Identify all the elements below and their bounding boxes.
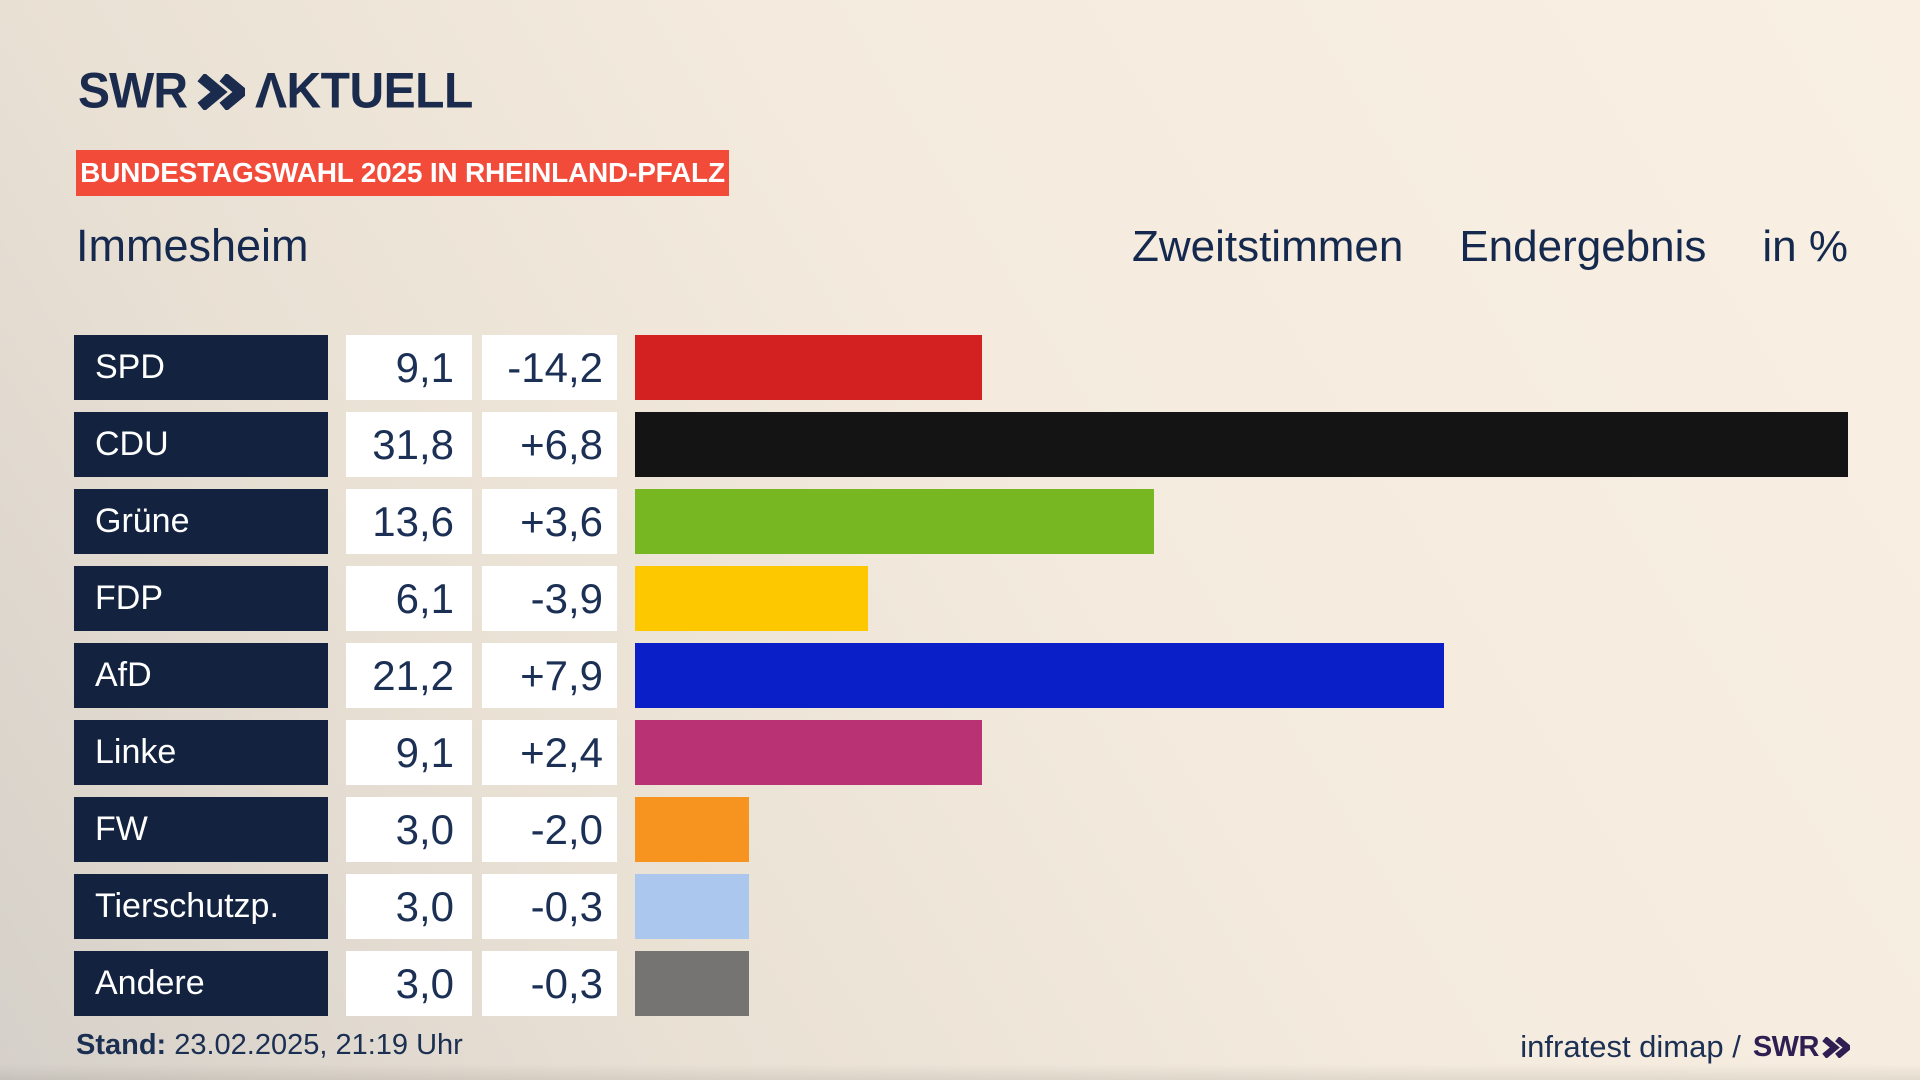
party-label: Grüne — [74, 489, 328, 554]
result-row: Andere 3,0 -0,3 — [74, 951, 1848, 1016]
chart-title: Zweitstimmen Endergebnis in % — [1132, 222, 1848, 272]
result-row: Linke 9,1 +2,4 — [74, 720, 1848, 785]
result-bar — [635, 720, 982, 785]
result-value: 3,0 — [346, 951, 472, 1016]
party-label: FDP — [74, 566, 328, 631]
swr-footer-logo-text: SWR — [1752, 1030, 1820, 1063]
result-row: CDU 31,8 +6,8 — [74, 412, 1848, 477]
result-value: 13,6 — [346, 489, 472, 554]
result-row: SPD 9,1 -14,2 — [74, 335, 1848, 400]
result-row: Tierschutzp. 3,0 -0,3 — [74, 874, 1848, 939]
result-diff: -0,3 — [482, 874, 617, 939]
result-bar — [635, 951, 749, 1016]
aktuell-logo-text: ΛKTUELL — [254, 63, 473, 120]
result-bar — [635, 643, 1444, 708]
result-diff: +3,6 — [482, 489, 617, 554]
swr-logo-text: SWR — [78, 63, 188, 120]
chart-title-zweitstimmen: Zweitstimmen — [1131, 222, 1404, 271]
result-value: 6,1 — [346, 566, 472, 631]
result-diff: -2,0 — [482, 797, 617, 862]
swr-footer-chevrons-icon — [1822, 1036, 1850, 1058]
attribution-line: infratest dimap / SWR — [1520, 1029, 1850, 1065]
result-bar — [635, 412, 1848, 477]
result-row: Grüne 13,6 +3,6 — [74, 489, 1848, 554]
result-row: AfD 21,2 +7,9 — [74, 643, 1848, 708]
stand-value: 23.02.2025, 21:19 Uhr — [174, 1029, 463, 1061]
party-label: Tierschutzp. — [74, 874, 328, 939]
result-value: 3,0 — [346, 874, 472, 939]
party-label: Andere — [74, 951, 328, 1016]
result-bar — [635, 874, 749, 939]
party-label: CDU — [74, 412, 328, 477]
result-value: 9,1 — [346, 335, 472, 400]
result-bar — [635, 489, 1154, 554]
result-diff: -14,2 — [482, 335, 617, 400]
stand-label: Stand: — [76, 1029, 167, 1061]
party-label: SPD — [74, 335, 328, 400]
result-diff: -3,9 — [482, 566, 617, 631]
result-bar — [635, 797, 749, 862]
result-row: FDP 6,1 -3,9 — [74, 566, 1848, 631]
party-label: Linke — [74, 720, 328, 785]
result-diff: +7,9 — [482, 643, 617, 708]
municipality-title: Immesheim — [76, 220, 309, 271]
swr-footer-logo: SWR — [1753, 1031, 1850, 1064]
result-bar — [635, 566, 868, 631]
swr-chevrons-icon — [197, 73, 245, 110]
party-label: AfD — [74, 643, 328, 708]
result-row: FW 3,0 -2,0 — [74, 797, 1848, 862]
attribution-text: infratest dimap / — [1520, 1029, 1741, 1064]
result-value: 21,2 — [346, 643, 472, 708]
result-value: 31,8 — [346, 412, 472, 477]
election-badge: BUNDESTAGSWAHL 2025 IN RHEINLAND-PFALZ — [76, 150, 729, 196]
results-rows: SPD 9,1 -14,2 CDU 31,8 +6,8 Grüne 13,6 +… — [74, 335, 1848, 1028]
chart-title-unit: in % — [1762, 222, 1848, 271]
result-value: 9,1 — [346, 720, 472, 785]
party-label: FW — [74, 797, 328, 862]
result-diff: +2,4 — [482, 720, 617, 785]
swr-aktuell-logo: SWR ΛKTUELL — [78, 64, 473, 119]
result-diff: -0,3 — [482, 951, 617, 1016]
timestamp-line: Stand: 23.02.2025, 21:19 Uhr — [76, 1029, 463, 1062]
result-value: 3,0 — [346, 797, 472, 862]
chart-title-endergebnis: Endergebnis — [1459, 222, 1707, 271]
result-diff: +6,8 — [482, 412, 617, 477]
result-bar — [635, 335, 982, 400]
